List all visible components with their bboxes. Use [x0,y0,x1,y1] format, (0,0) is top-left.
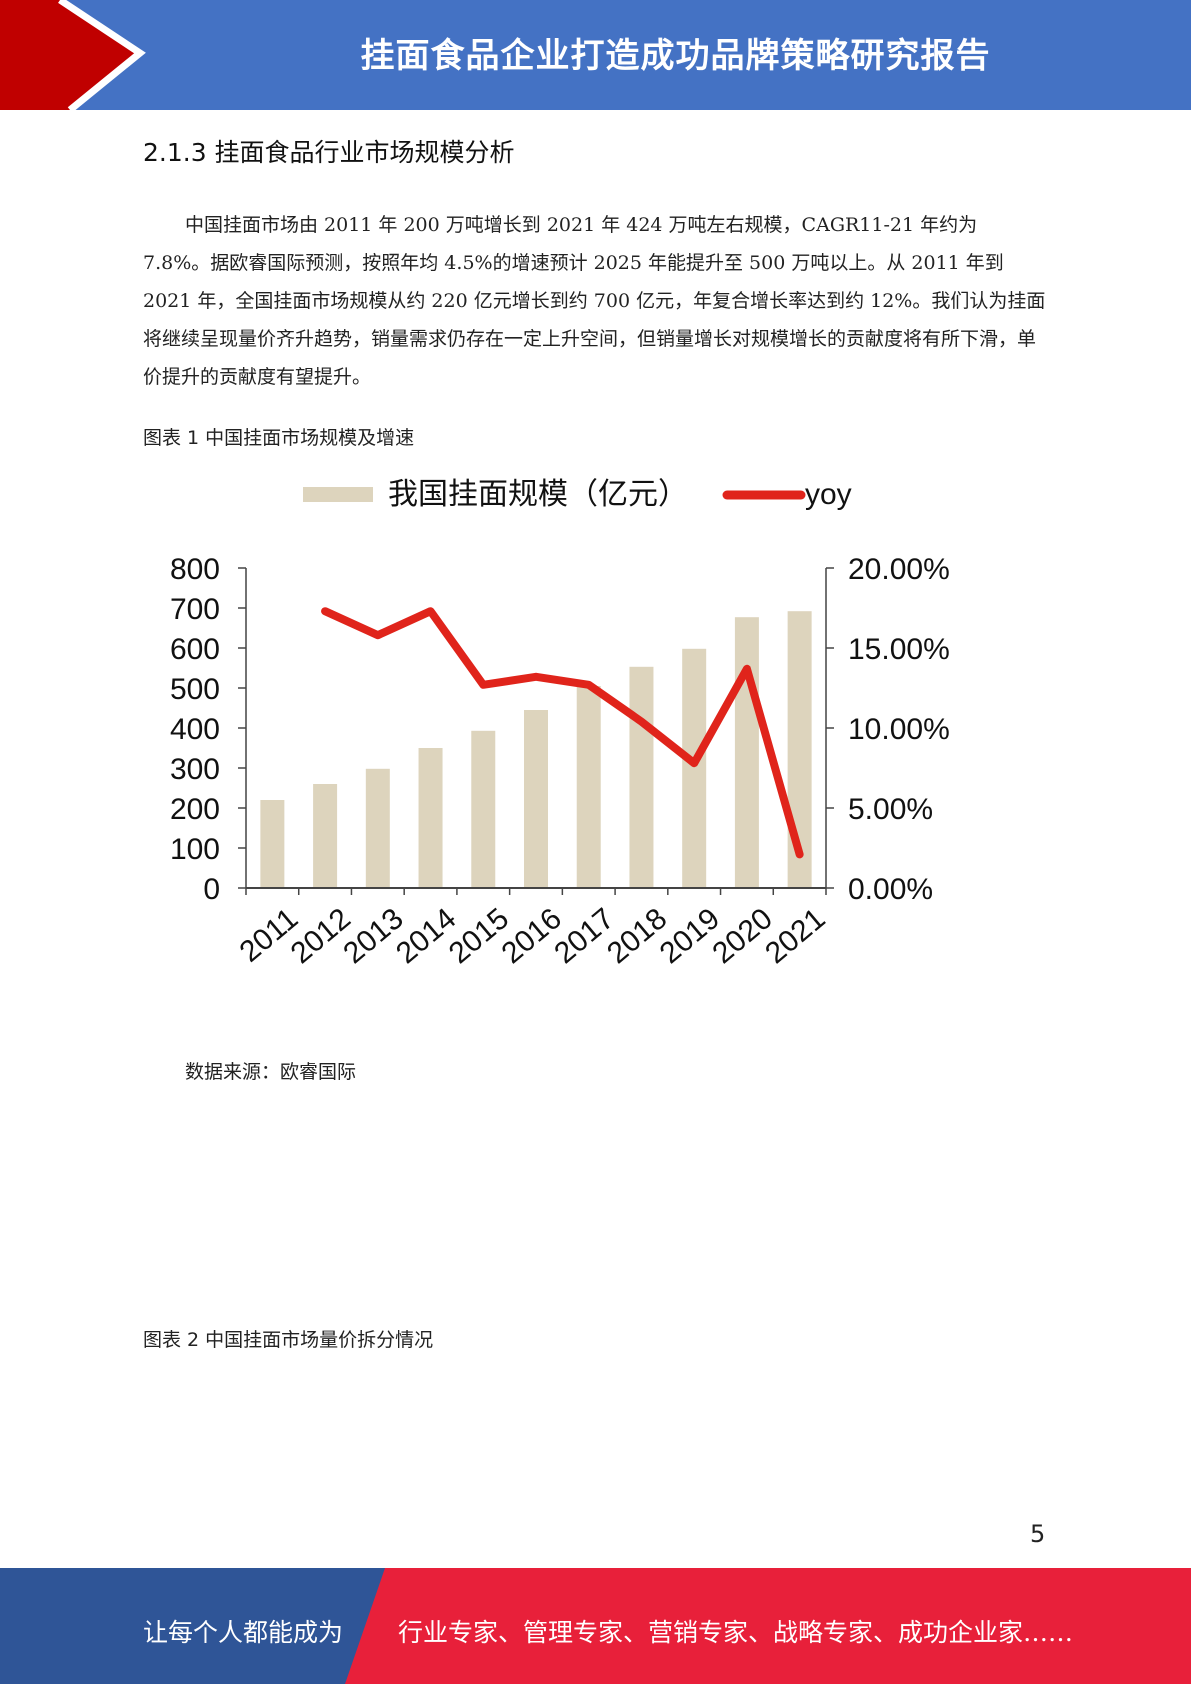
yoy-line-series [321,607,804,859]
left-tick-label: 500 [170,673,220,706]
figure-1-caption: 图表 1 中国挂面市场规模及增速 [143,427,415,449]
report-header: 挂面食品企业打造成功品牌策略研究报告 [0,0,1191,110]
report-footer: 让每个人都能成为 行业专家、管理专家、营销专家、战略专家、成功企业家…… [0,1568,1191,1684]
bar-series [260,611,812,888]
x-tick-label-2018: 2018 [601,902,673,970]
left-tick-label: 300 [170,753,220,786]
data-source-note: 数据来源：欧睿国际 [185,1061,357,1083]
bar-2017 [576,686,601,888]
right-tick-label: 10.00% [848,713,950,746]
header-arrow-decoration [0,0,146,110]
body-paragraph: 中国挂面市场由 2011 年 200 万吨增长到 2021 年 424 万吨左右… [143,214,1046,388]
report-title: 挂面食品企业打造成功品牌策略研究报告 [360,36,991,76]
legend-bar-swatch [303,487,373,502]
page-number: 5 [1030,1520,1046,1548]
footer-background [0,1568,1191,1684]
legend-line-label: yoy [805,478,852,511]
x-tick-label-2014: 2014 [390,902,462,970]
bar-2013 [365,768,390,888]
section-heading: 2.1.3 挂面食品行业市场规模分析 [143,138,515,167]
right-tick-label: 20.00% [848,553,950,586]
x-tick-label-2015: 2015 [443,902,515,970]
x-tick-label-2011: 2011 [234,902,305,969]
left-tick-label: 200 [170,793,220,826]
bar-2019 [682,648,707,888]
right-tick-label: 5.00% [848,793,933,826]
left-tick-label: 100 [170,833,220,866]
bar-2011 [260,800,285,888]
bar-2016 [524,710,548,888]
footer-slogan-right: 行业专家、管理专家、营销专家、战略专家、成功企业家…… [398,1618,1074,1647]
left-tick-label: 0 [203,873,220,906]
yoy-line [321,607,804,859]
left-tick-label: 800 [170,553,220,586]
x-tick-label-2021: 2021 [759,902,831,970]
x-tick-label-2013: 2013 [337,902,409,970]
chart-axes [238,567,834,895]
x-tick-label-2012: 2012 [285,902,357,970]
figure-2-caption: 图表 2 中国挂面市场量价拆分情况 [143,1329,434,1351]
bar-2020 [734,617,759,888]
bar-2012 [313,784,338,888]
bar-2014 [418,748,443,888]
bar-2018 [629,666,654,888]
x-tick-label-2020: 2020 [706,902,778,970]
axis-tick-labels: 0 100 200 300 400 500 600 700 800 0.00% 5.00% 10.00… [170,553,950,970]
x-tick-label-2016: 2016 [496,902,568,970]
market-size-chart: 我国挂面规模（亿元） yoy 01002003004005006007008000… [170,478,950,970]
right-tick-label: 0.00% [848,873,933,906]
legend-bar-label: 我国挂面规模（亿元） [388,478,688,511]
right-tick-label: 15.00% [848,633,950,666]
x-tick-label-2019: 2019 [654,902,726,970]
chart-legend: 我国挂面规模（亿元） yoy [303,478,852,511]
footer-slogan-left: 让每个人都能成为 [143,1618,344,1647]
bar-2015 [471,730,496,888]
x-tick-label-2017: 2017 [548,902,620,970]
left-tick-label: 700 [170,593,220,626]
left-tick-label: 600 [170,633,220,666]
left-tick-label: 400 [170,713,220,746]
